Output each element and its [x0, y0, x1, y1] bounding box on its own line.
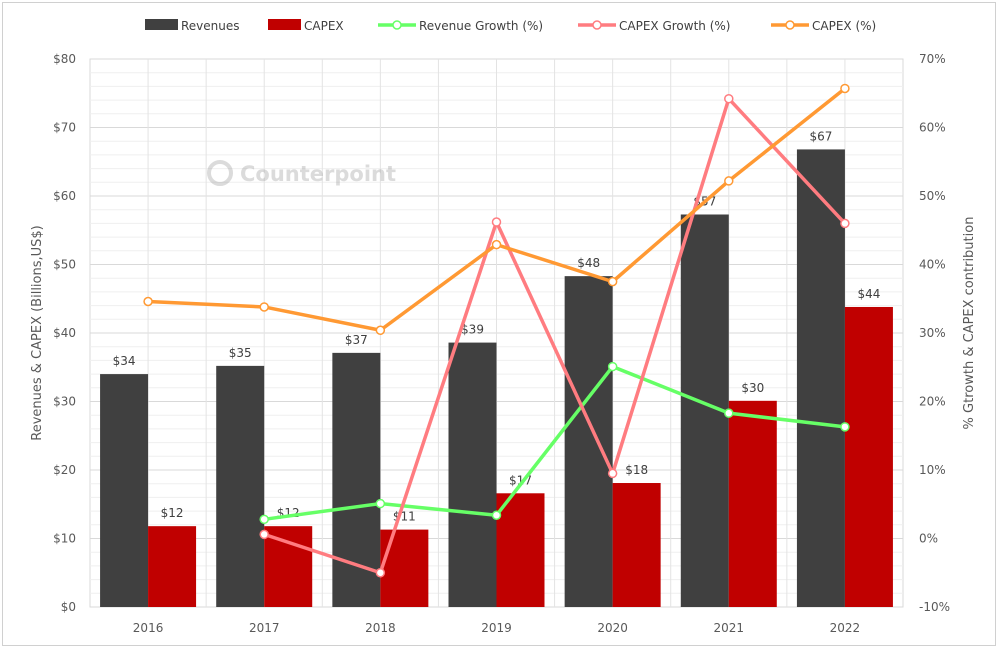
data-label: $67	[809, 129, 832, 143]
line-point	[143, 296, 153, 307]
legend-label: Revenue Growth (%)	[419, 19, 543, 33]
bar-revenues-2020	[564, 276, 613, 607]
y-left-tick: $10	[53, 532, 76, 546]
legend-label: Revenues	[181, 19, 240, 33]
line-point	[259, 302, 269, 312]
line-point	[375, 498, 386, 509]
bar-capex-2021	[728, 400, 777, 607]
legend-swatch	[268, 19, 301, 30]
x-tick: 2018	[365, 621, 396, 635]
data-label: $39	[461, 323, 484, 337]
y-right-tick: 60%	[919, 121, 946, 135]
line-point	[724, 93, 734, 104]
y-left-tick: $60	[53, 189, 76, 203]
x-tick: 2017	[249, 621, 280, 635]
bar-revenues-2022	[796, 149, 845, 608]
legend-label: CAPEX Growth (%)	[619, 19, 730, 33]
y-right-tick: 20%	[919, 395, 946, 409]
legend-item-revenues: Revenues	[145, 19, 240, 33]
legend-label: CAPEX (%)	[812, 19, 876, 33]
line-point	[840, 218, 850, 229]
y-left-tick: $20	[53, 463, 76, 477]
data-label: $18	[625, 463, 648, 477]
y-right-tick: 0%	[919, 532, 938, 546]
line-point	[607, 361, 618, 372]
line-point	[491, 510, 502, 520]
x-tick: 2020	[597, 621, 628, 635]
y-left-tick: $80	[53, 52, 76, 66]
data-label: $34	[113, 354, 136, 368]
data-label: $37	[345, 333, 368, 347]
y-right-tick: 10%	[919, 463, 946, 477]
legend-item-capex: CAPEX	[268, 19, 344, 33]
counterpoint-logo-icon	[207, 160, 233, 186]
legend-marker	[592, 20, 602, 30]
legend-item-revenue-growth-: Revenue Growth (%)	[378, 19, 543, 33]
counterpoint-watermark: Counterpoint	[207, 160, 396, 186]
line-point	[840, 83, 850, 94]
legend-item-capex-growth-: CAPEX Growth (%)	[578, 19, 730, 33]
watermark-text: Counterpoint	[240, 162, 396, 186]
line-point	[375, 325, 386, 336]
line-point	[724, 408, 734, 418]
line-point	[607, 468, 618, 479]
bar-revenues-2017	[216, 365, 265, 607]
y-right-tick: -10%	[919, 600, 950, 614]
y-right-tick: 30%	[919, 326, 946, 340]
data-label: $35	[229, 346, 252, 360]
line-point	[491, 239, 502, 250]
x-tick: 2019	[481, 621, 512, 635]
x-tick: 2021	[714, 621, 745, 635]
y-right-tick: 70%	[919, 52, 946, 66]
data-label: $12	[161, 506, 184, 520]
line-point	[259, 514, 269, 525]
line-point	[840, 422, 850, 432]
y-left-tick: $30	[53, 395, 76, 409]
y-right-axis-title: % Gtrowth & CAPEX contribution	[962, 217, 977, 430]
line-point	[724, 176, 734, 186]
line-point	[375, 568, 386, 578]
line-point	[259, 529, 269, 540]
y-left-axis-title: Revenues & CAPEX (Billions,US$)	[30, 225, 45, 441]
legend-marker	[392, 20, 402, 30]
y-left-tick: $70	[53, 121, 76, 135]
data-label: $48	[577, 256, 600, 270]
bar-capex-2017	[264, 526, 313, 607]
y-left-tick: $40	[53, 326, 76, 340]
data-label: $30	[741, 381, 764, 395]
legend-item-capex-: CAPEX (%)	[771, 19, 876, 33]
x-tick: 2016	[133, 621, 164, 635]
bar-capex-2018	[380, 529, 429, 607]
bar-revenues-2019	[448, 342, 497, 607]
bar-capex-2020	[612, 483, 661, 607]
line-revenue-growth-	[263, 364, 846, 522]
y-left-tick: $50	[53, 258, 76, 272]
legend-marker	[785, 20, 795, 30]
line-point	[607, 276, 618, 287]
x-tick: 2022	[830, 621, 861, 635]
legend-label: CAPEX	[304, 19, 344, 33]
bar-capex-2016	[148, 526, 197, 607]
line-point	[491, 217, 502, 227]
y-right-tick: 40%	[919, 258, 946, 272]
bar-revenues-2016	[100, 374, 149, 607]
bar-capex-2019	[496, 493, 545, 607]
y-right-tick: 50%	[919, 189, 946, 203]
data-label: $44	[857, 287, 880, 301]
legend-swatch	[145, 19, 178, 30]
bar-capex-2022	[844, 306, 893, 607]
y-left-tick: $0	[61, 600, 76, 614]
line-capex-growth-	[263, 96, 847, 575]
